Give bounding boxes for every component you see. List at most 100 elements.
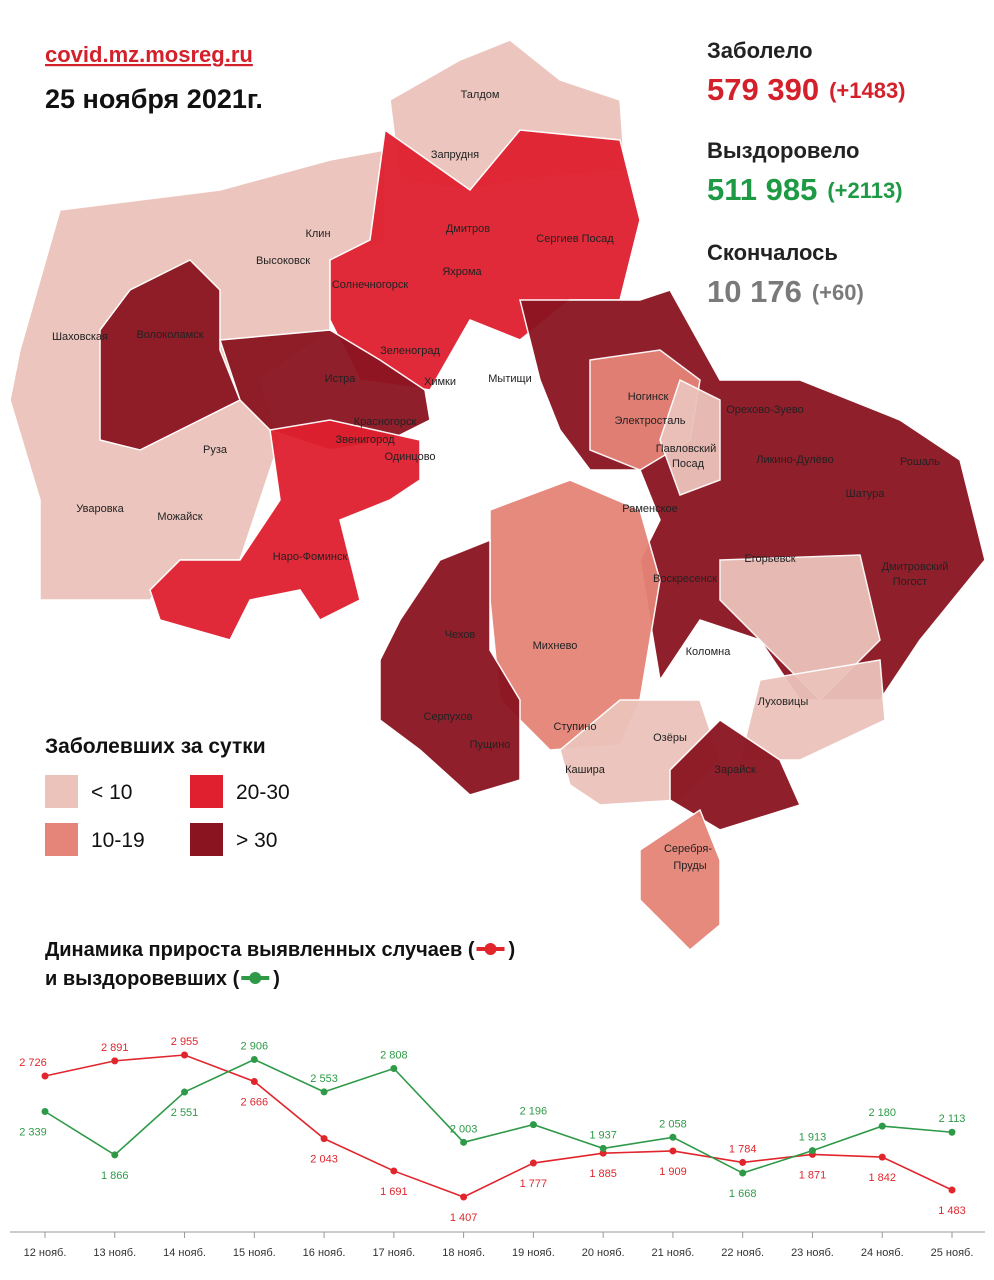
city-label: Раменское — [622, 503, 678, 515]
data-label: 2 196 — [520, 1106, 548, 1118]
city-label: Зарайск — [714, 764, 756, 776]
city-label: Ликино-Дулёво — [756, 454, 834, 466]
legend-swatch — [45, 823, 78, 856]
city-label: Ногинск — [628, 391, 669, 403]
map-region — [218, 329, 431, 451]
city-label: Солнечногорск — [332, 279, 408, 291]
map-region — [639, 808, 721, 952]
data-label: 1 784 — [729, 1143, 757, 1155]
legend-label: < 10 — [91, 781, 132, 804]
data-point — [460, 1193, 468, 1201]
data-label: 1 842 — [868, 1172, 896, 1184]
data-point — [739, 1158, 747, 1166]
city-label: Чехов — [445, 629, 476, 641]
city-label: Запрудня — [431, 149, 479, 161]
city-label: Звенигород — [335, 434, 395, 446]
stat-value: 511 985 — [707, 172, 817, 207]
x-tick-label: 14 нояб. — [163, 1247, 206, 1259]
city-label: Орехово-Зуево — [726, 404, 804, 416]
city-label: Руза — [203, 444, 228, 456]
data-point — [948, 1128, 956, 1136]
data-point — [669, 1147, 677, 1155]
city-label: Павловский — [656, 443, 717, 455]
map-region — [329, 128, 641, 391]
x-tick-label: 24 нояб. — [861, 1247, 904, 1259]
data-label: 1 909 — [659, 1166, 687, 1178]
city-label: Рошаль — [900, 456, 940, 468]
stat-value: 10 176 — [707, 274, 802, 309]
data-point — [111, 1151, 119, 1159]
city-label: Электросталь — [615, 415, 686, 427]
chart-title: ) — [509, 939, 516, 961]
city-label: Уваровка — [76, 503, 124, 515]
data-label: 1 691 — [380, 1186, 408, 1198]
city-label: Погост — [893, 576, 927, 588]
map-region — [659, 378, 721, 496]
data-label: 2 180 — [868, 1107, 896, 1119]
data-label: 1 407 — [450, 1212, 478, 1224]
map: Талдом Запрудня Клин Дмитров Сергиев Посад Вы… — [9, 39, 986, 952]
city-label: Высоковск — [256, 255, 310, 267]
city-label: Коломна — [686, 646, 732, 658]
x-tick-label: 12 нояб. — [24, 1247, 67, 1259]
legend-label: 10-19 — [91, 829, 145, 852]
city-label: Пруды — [673, 860, 706, 872]
stat-change: (+2113) — [827, 178, 902, 203]
city-label: Дмитров — [446, 223, 490, 235]
city-label: Ступино — [554, 721, 597, 733]
legend-label: > 30 — [236, 829, 277, 852]
stat-label: Заболело — [707, 38, 813, 63]
city-label: Егорьевск — [744, 553, 795, 565]
data-label: 1 777 — [520, 1178, 548, 1190]
legend-label: 20-30 — [236, 781, 290, 804]
city-label: Волоколамск — [136, 329, 203, 341]
data-label: 2 553 — [310, 1073, 338, 1085]
site-link: covid.mz.mosreg.ru — [45, 42, 253, 67]
map-region — [739, 659, 886, 761]
data-point — [878, 1122, 886, 1130]
city-label: Дмитровский — [882, 561, 949, 573]
date: 25 ноября 2021г. — [45, 84, 263, 114]
x-tick-label: 19 нояб. — [512, 1247, 555, 1259]
data-point — [390, 1064, 398, 1072]
city-label: Клин — [305, 228, 330, 240]
data-label: 2 113 — [939, 1113, 966, 1125]
city-label: Наро-Фоминск — [273, 551, 348, 563]
map-region — [669, 719, 802, 831]
data-label: 2 726 — [19, 1057, 47, 1069]
series-line — [44, 1058, 953, 1174]
data-point — [599, 1144, 607, 1152]
city-label: Красногорск — [354, 416, 417, 428]
data-label: 2 666 — [241, 1097, 269, 1109]
city-label: Яхрома — [442, 266, 482, 278]
series-icon — [249, 972, 262, 984]
map-region — [149, 419, 421, 641]
data-label: 2 808 — [380, 1049, 408, 1061]
city-label: Одинцово — [384, 451, 435, 463]
data-point — [529, 1159, 537, 1167]
x-tick-label: 13 нояб. — [93, 1247, 136, 1259]
city-label: Посад — [672, 458, 705, 470]
city-label: Воскресенск — [653, 573, 717, 585]
data-label: 2 003 — [450, 1123, 478, 1135]
data-point — [460, 1138, 468, 1146]
city-label: Пущино — [470, 739, 511, 751]
x-tick-label: 20 нояб. — [582, 1247, 625, 1259]
data-point — [250, 1078, 258, 1086]
data-label: 1 885 — [589, 1168, 617, 1180]
city-label: Луховицы — [758, 696, 809, 708]
data-label: 1 913 — [799, 1132, 827, 1144]
city-label: Мытищи — [488, 373, 531, 385]
x-tick-label: 23 нояб. — [791, 1247, 834, 1259]
data-point — [320, 1088, 328, 1096]
series-line — [44, 1054, 953, 1198]
data-label: 2 906 — [241, 1040, 269, 1052]
data-point — [948, 1186, 956, 1194]
data-point — [181, 1051, 189, 1059]
city-label: Михнево — [533, 640, 578, 652]
legend-title: Заболевших за сутки — [45, 735, 266, 758]
city-label: Истра — [325, 373, 357, 385]
city-label: Зеленоград — [380, 345, 440, 357]
map-region — [379, 538, 521, 796]
city-label: Кашира — [565, 764, 606, 776]
